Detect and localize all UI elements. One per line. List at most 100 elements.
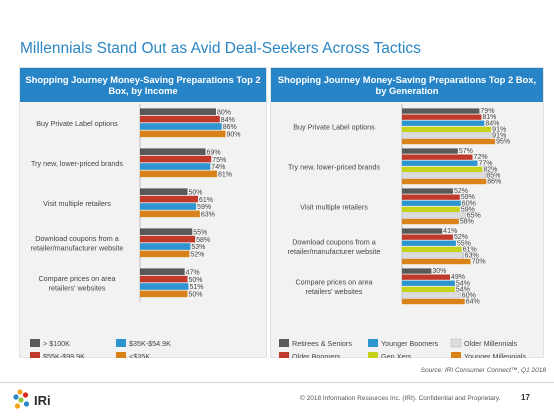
income-data-label: 59% [197,204,211,211]
income-chart-title: Shopping Journey Money-Saving Preparatio… [20,68,266,102]
income-legend-label: <$35K [129,352,150,358]
copyright-note: © 2018 Information Resources Inc. (IRI).… [300,395,501,402]
generation-bar [402,234,453,240]
generation-data-label: 52% [454,234,468,241]
income-bar [140,283,189,290]
income-category-label-line: Download coupons from a [35,234,119,243]
generation-data-label: 72% [474,154,488,161]
source-note: Source: IRI Consumer Connect™, Q1 2018 [420,367,546,374]
income-data-label: 52% [190,252,204,259]
income-bar [140,290,188,298]
generation-category-label-line: Compare prices on area [295,277,372,286]
generation-category-label-line: Visit multiple retailers [300,202,368,211]
generation-bar [402,148,458,154]
generation-bar [402,228,443,234]
generation-bar [401,252,464,259]
generation-data-label: 79% [480,108,494,115]
income-data-label: 63% [201,212,215,219]
generation-bar [402,194,460,200]
generation-bar [402,126,492,132]
generation-category-label: Download coupons from a retailer/manufact… [288,237,381,256]
income-legend-label: $35K-$54.9K [129,339,171,348]
generation-data-label: 54% [456,286,470,293]
income-bar [140,228,193,235]
income-category-label: Compare prices on area retailers' website… [38,274,115,293]
generation-category-label: Buy Private Label options [293,122,375,131]
income-legend-swatch [116,339,126,347]
income-bar [140,115,220,123]
generation-data-label: 58% [460,219,474,226]
income-data-label: 50% [189,292,203,299]
generation-legend-label: Older Millennials [464,339,518,348]
income-data-label: 84% [221,117,235,124]
income-bar [140,163,211,170]
generation-bar [401,212,466,219]
generation-bar [401,132,492,139]
income-bar [140,188,188,195]
income-category-label-line: Buy Private Label options [36,119,118,128]
income-category-label: Buy Private Label options [36,119,118,128]
generation-bar [402,114,482,120]
income-category-label-line: Compare prices on area [38,274,115,283]
generation-legend-label: Older Boomers [292,352,341,358]
generation-bar [402,154,473,160]
income-legend-swatch [30,339,40,347]
generation-bar [402,206,460,212]
generation-bar [402,120,485,126]
generation-bar [402,160,478,166]
generation-bar [402,188,453,194]
generation-data-label: 52% [454,188,468,195]
generation-category-label-line: Buy Private Label options [293,122,375,131]
generation-chart-title: Shopping Journey Money-Saving Preparatio… [271,68,543,102]
income-bar [140,148,206,155]
income-data-label: 86% [223,124,237,131]
income-bar [140,275,188,283]
income-bar [140,108,216,115]
generation-data-label: 49% [451,274,465,281]
generation-legend-swatch [451,352,461,358]
generation-data-label: 41% [443,228,457,235]
generation-category-label: Try new, lower-priced brands [288,162,380,171]
logo-wordmark: IRi [34,393,51,408]
generation-data-label: 65% [467,213,481,220]
income-data-label: 75% [212,157,226,164]
generation-data-label: 60% [462,293,476,300]
generation-category-label: Compare prices on area retailers' website… [295,277,372,296]
income-data-label: 53% [191,244,205,251]
generation-bar [402,200,461,206]
generation-data-label: 95% [496,139,510,146]
generation-bar [402,258,471,265]
income-data-label: 61% [199,197,213,204]
generation-data-label: 63% [465,253,479,260]
slide-title: Millennials Stand Out as Avid Deal-Seeke… [20,40,421,57]
generation-bar [402,246,462,252]
generation-data-label: 61% [463,246,477,253]
income-data-label: 69% [207,149,221,156]
income-bar [140,235,196,243]
income-category-label-line: Try new, lower-priced brands [31,159,123,168]
iri-logo: IRi [13,389,51,409]
generation-bar [402,138,496,145]
income-category-label-line: Visit multiple retailers [43,199,111,208]
generation-legend-label: Gen Xers [381,352,412,358]
income-bar [140,243,191,250]
generation-bar [402,240,456,246]
income-legend-swatch [30,352,40,358]
income-data-label: 51% [189,284,203,291]
income-data-label: 50% [189,189,203,196]
generation-data-label: 84% [485,120,499,127]
generation-bar [402,298,465,305]
generation-bar-chart: Buy Private Label options79%81%84%91%91%… [279,104,526,358]
income-data-label: 55% [193,229,207,236]
logo-mark-icon [13,389,30,409]
income-data-label: 50% [189,277,203,284]
income-chart-panel: Shopping Journey Money-Saving Preparatio… [19,67,267,358]
generation-data-label: 30% [432,268,446,275]
generation-category-label-line: Download coupons from a [292,237,376,246]
generation-bar [401,172,486,179]
generation-legend-swatch [279,339,289,347]
income-data-label: 90% [227,132,241,139]
income-category-label: Download coupons from a retailer/manufact… [31,234,124,253]
footer-divider [0,382,554,383]
generation-legend-swatch [368,352,378,358]
